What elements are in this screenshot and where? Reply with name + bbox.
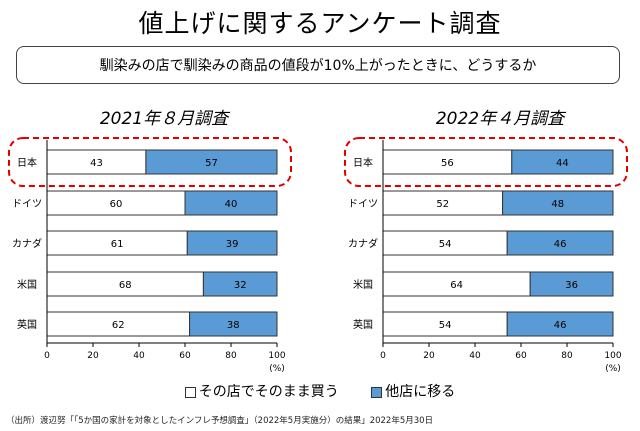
bar-segment-same-store	[46, 190, 186, 216]
bar-segment-other-store	[184, 190, 278, 216]
data-label: 46	[554, 239, 567, 250]
highlight-box	[8, 137, 292, 187]
panel-title: 2022年４月調査	[436, 109, 567, 129]
bar-segment-other-store	[202, 271, 278, 297]
data-label: 52	[436, 199, 449, 210]
x-tick-label: 60	[179, 351, 191, 361]
legend-label-same-store: その店でそのまま買う	[198, 384, 339, 400]
category-label: 米国	[353, 278, 373, 291]
x-tick-label: 20	[423, 351, 435, 361]
data-label: 36	[565, 280, 578, 291]
x-axis-unit: (%)	[269, 364, 285, 374]
category-label: ドイツ	[12, 199, 42, 210]
category-label: カナダ	[348, 237, 378, 250]
bar-segment-other-store	[529, 271, 614, 297]
bar-segment-other-store	[189, 311, 278, 337]
question-box: 馴染みの店で馴染みの商品の値段が10%上がったときに、どうするか	[16, 46, 620, 84]
category-label: 英国	[17, 318, 37, 331]
category-label: ドイツ	[348, 199, 378, 210]
x-tick-label: 80	[561, 351, 573, 361]
category-label: 米国	[17, 278, 37, 291]
data-label: 38	[227, 320, 240, 331]
x-tick-label: 80	[225, 351, 237, 361]
bar-segment-same-store	[382, 311, 508, 337]
data-label: 62	[112, 320, 125, 331]
data-label: 32	[234, 280, 247, 291]
data-label: 48	[551, 199, 564, 210]
bar-segment-other-store	[186, 230, 278, 256]
question-text: 馴染みの店で馴染みの商品の値段が10%上がったときに、どうするか	[99, 58, 537, 74]
bar-segment-same-store	[46, 230, 188, 256]
x-tick-label: 40	[133, 351, 145, 361]
bar-segment-other-store	[506, 230, 614, 256]
category-label: 日本	[17, 156, 37, 169]
x-tick-label: 20	[87, 351, 99, 361]
panel-title: 2021年８月調査	[100, 109, 231, 129]
data-label: 46	[554, 320, 567, 331]
legend-item-same-store: その店でそのまま買う	[184, 381, 339, 401]
bar-segment-same-store	[46, 149, 147, 175]
x-tick-label: 0	[44, 351, 50, 361]
data-label: 54	[439, 239, 452, 250]
bar-segment-other-store	[502, 190, 614, 216]
legend-swatch-same-store	[184, 386, 196, 398]
x-tick-label: 0	[380, 351, 386, 361]
legend-swatch-other-store	[371, 386, 383, 398]
source-note: （出所）渡辺努「「5か国の家計を対象としたインフレ予想調査」（2022年5月実施…	[6, 416, 434, 426]
bar-segment-other-store	[511, 149, 614, 175]
bar-segment-same-store	[382, 149, 513, 175]
data-label: 43	[90, 158, 103, 169]
x-axis-unit: (%)	[605, 364, 621, 374]
category-label: 日本	[353, 156, 373, 169]
bar-segment-other-store	[145, 149, 278, 175]
data-label: 60	[110, 199, 123, 210]
legend: その店でそのまま買う 他店に移る	[0, 381, 640, 401]
category-label: 英国	[353, 318, 373, 331]
data-label: 54	[439, 320, 452, 331]
legend-item-other-store: 他店に移る	[371, 381, 455, 401]
data-label: 57	[205, 158, 218, 169]
data-label: 64	[450, 280, 463, 291]
highlight-box	[344, 137, 628, 187]
data-label: 39	[226, 239, 239, 250]
x-tick-label: 100	[268, 351, 285, 361]
data-label: 40	[225, 199, 238, 210]
legend-label-other-store: 他店に移る	[385, 384, 456, 400]
x-tick-label: 60	[515, 351, 527, 361]
data-label: 68	[119, 280, 132, 291]
data-label: 56	[441, 158, 454, 169]
page-title: 値上げに関するアンケート調査	[138, 9, 502, 38]
bar-segment-other-store	[506, 311, 614, 337]
bar-segment-same-store	[382, 230, 508, 256]
x-tick-label: 100	[604, 351, 621, 361]
category-label: カナダ	[12, 237, 42, 250]
data-label: 61	[111, 239, 124, 250]
data-label: 44	[556, 158, 569, 169]
x-tick-label: 40	[469, 351, 481, 361]
